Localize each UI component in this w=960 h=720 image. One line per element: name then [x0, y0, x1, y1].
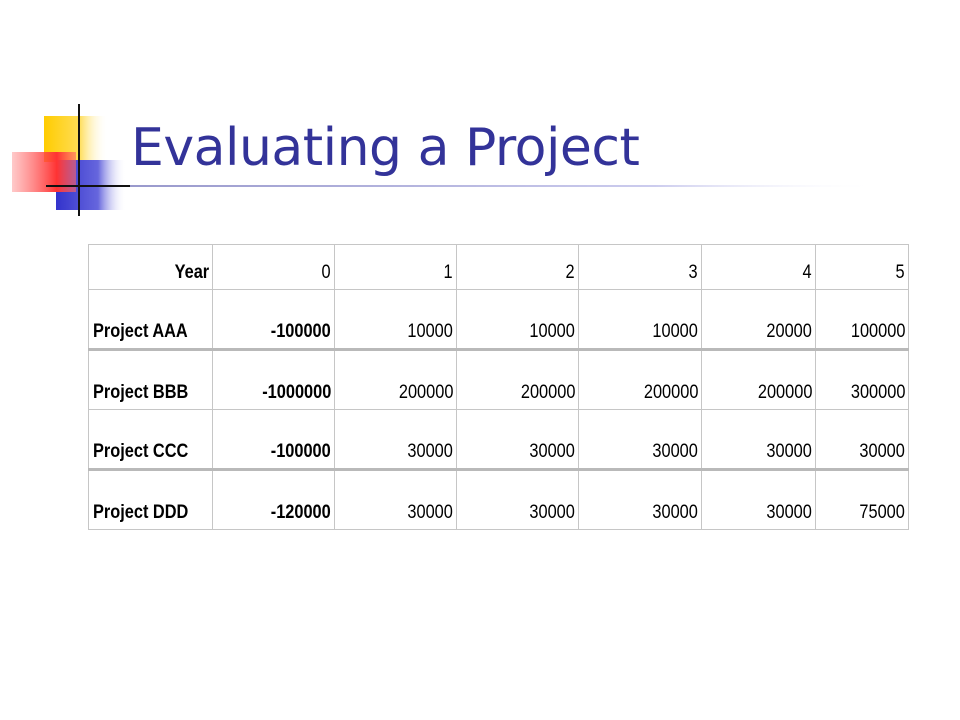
- header-year-5: 5: [815, 244, 909, 290]
- cell-year-3: 30000: [578, 409, 702, 471]
- cell-year-5: 30000: [815, 409, 909, 471]
- header-year-4: 4: [701, 244, 816, 290]
- cell-year-4: 20000: [701, 289, 816, 351]
- cell-year-1: 30000: [334, 469, 457, 530]
- cell-year-4: 200000: [701, 349, 816, 410]
- row-label: Project CCC: [88, 409, 213, 471]
- cell-year-3: 200000: [578, 349, 702, 410]
- table-row: Project AAA -100000 10000 10000 10000 20…: [88, 289, 909, 351]
- cell-year-0: -100000: [212, 289, 335, 351]
- row-label: Project BBB: [88, 349, 213, 410]
- header-year-1: 1: [334, 244, 457, 290]
- row-label: Project AAA: [88, 289, 213, 351]
- table-row: Project CCC -100000 30000 30000 30000 30…: [88, 409, 909, 471]
- cell-year-4: 30000: [701, 409, 816, 471]
- header-year-2: 2: [456, 244, 579, 290]
- cell-year-1: 10000: [334, 289, 457, 351]
- cell-year-4: 30000: [701, 469, 816, 530]
- cell-year-3: 30000: [578, 469, 702, 530]
- project-cashflow-table-wrap: Year 0 1 2 3 4 5 Project AAA -100000 100…: [88, 244, 909, 530]
- title-decoration: [12, 104, 880, 216]
- cell-year-2: 30000: [456, 409, 579, 471]
- cell-year-5: 100000: [815, 289, 909, 351]
- table-row: Project BBB -1000000 200000 200000 20000…: [88, 349, 909, 410]
- header-year-3: 3: [578, 244, 702, 290]
- cell-year-2: 10000: [456, 289, 579, 351]
- cell-year-0: -1000000: [212, 349, 335, 410]
- cell-year-0: -120000: [212, 469, 335, 530]
- cell-year-3: 10000: [578, 289, 702, 351]
- title-underline: [130, 185, 880, 187]
- cell-year-5: 75000: [815, 469, 909, 530]
- header-year-label: Year: [88, 244, 213, 290]
- cell-year-1: 200000: [334, 349, 457, 410]
- cell-year-2: 30000: [456, 469, 579, 530]
- cell-year-0: -100000: [212, 409, 335, 471]
- table-row: Project DDD -120000 30000 30000 30000 30…: [88, 469, 909, 530]
- project-cashflow-table: Year 0 1 2 3 4 5 Project AAA -100000 100…: [88, 244, 909, 530]
- cell-year-2: 200000: [456, 349, 579, 410]
- cell-year-1: 30000: [334, 409, 457, 471]
- cell-year-5: 300000: [815, 349, 909, 410]
- slide-title: Evaluating a Project: [131, 118, 640, 178]
- table-header-row: Year 0 1 2 3 4 5: [88, 244, 909, 290]
- row-label: Project DDD: [88, 469, 213, 530]
- header-year-0: 0: [212, 244, 335, 290]
